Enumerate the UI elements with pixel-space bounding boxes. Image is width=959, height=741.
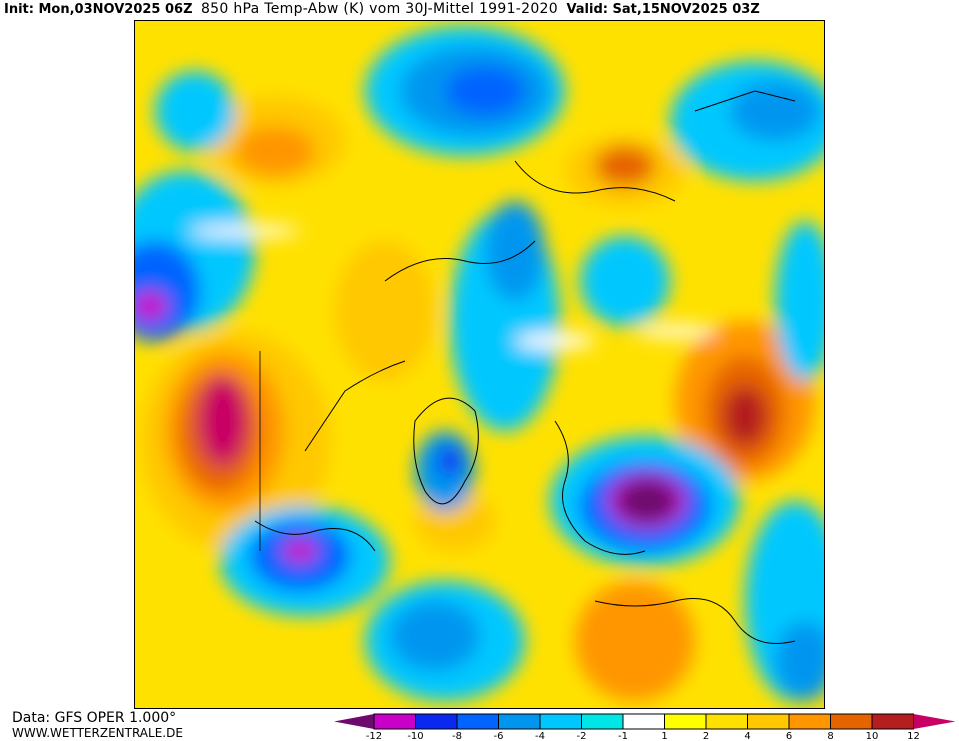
- legend-tick-label: -4: [535, 731, 545, 741]
- legend-arrow-low: [334, 714, 374, 729]
- legend-tick-label: -2: [577, 731, 587, 741]
- legend-swatch: [830, 713, 873, 730]
- legend-swatch: [622, 713, 665, 730]
- temperature-anomaly-map: [134, 20, 825, 709]
- color-legend: -12 -10 -8 -6 -4 -2 -1 1 2 4 6 8 10 12: [334, 713, 956, 741]
- legend-swatch: [539, 713, 582, 730]
- legend-tick-label: -6: [494, 731, 504, 741]
- legend-arrow-high: [913, 714, 956, 729]
- legend-swatch: [747, 713, 790, 730]
- legend-swatch: [871, 713, 914, 730]
- legend-swatch: [705, 713, 748, 730]
- init-time: Init: Mon,03NOV2025 06Z: [4, 2, 193, 17]
- legend-tick-label: -8: [452, 731, 462, 741]
- legend-tick-label: 6: [786, 731, 792, 741]
- legend-tick-label: 8: [827, 731, 833, 741]
- legend-swatch: [415, 713, 458, 730]
- map-header: Init: Mon,03NOV2025 06Z 850 hPa Temp-Abw…: [4, 1, 760, 17]
- legend-swatch: [788, 713, 831, 730]
- legend-tick-label: -12: [366, 731, 382, 741]
- legend-swatch: [373, 713, 416, 730]
- website: WWW.WETTERZENTRALE.DE: [12, 726, 183, 740]
- legend-tick-label: 2: [703, 731, 709, 741]
- coastlines: [254, 90, 796, 644]
- legend-swatch: [456, 713, 499, 730]
- legend-tick-label: -10: [407, 731, 423, 741]
- valid-time: Valid: Sat,15NOV2025 03Z: [566, 2, 760, 17]
- data-source: Data: GFS OPER 1.000°: [12, 710, 177, 726]
- legend-swatch: [498, 713, 541, 730]
- legend-tick-label: 12: [907, 731, 920, 741]
- legend-tick-label: 4: [744, 731, 750, 741]
- legend-swatch: [664, 713, 707, 730]
- legend-swatch: [581, 713, 624, 730]
- legend-tick-label: 10: [866, 731, 879, 741]
- anomaly-blobs: [135, 26, 824, 701]
- anomaly-field: [135, 21, 824, 708]
- map-title: 850 hPa Temp-Abw (K) vom 30J-Mittel 1991…: [200, 1, 558, 17]
- legend-tick-label: -1: [618, 731, 628, 741]
- legend-tick-label: 1: [661, 731, 667, 741]
